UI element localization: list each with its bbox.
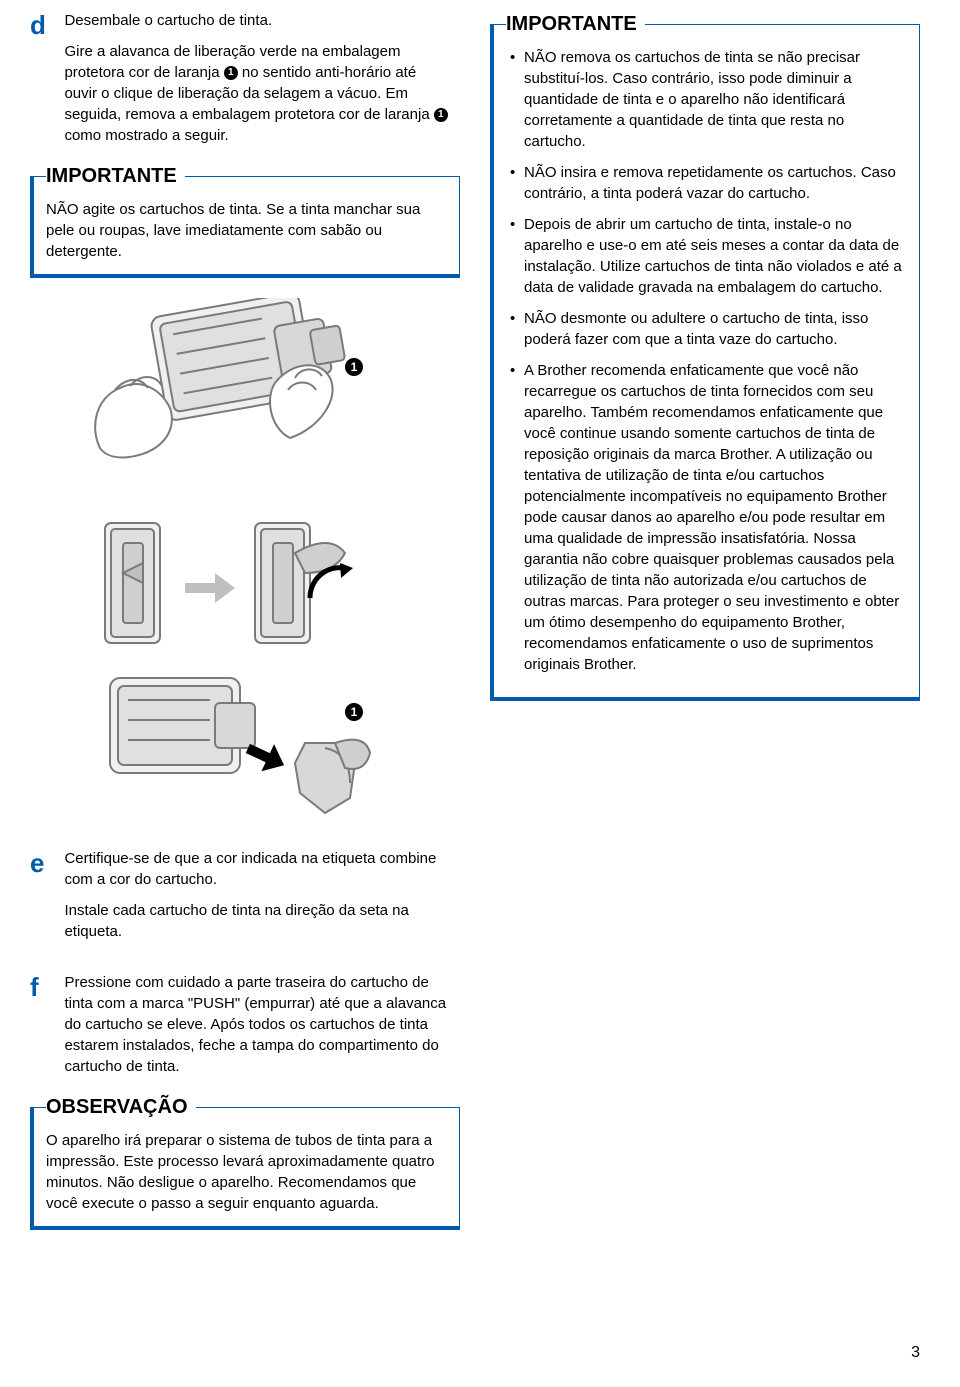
ref-num-icon: 1 xyxy=(224,66,238,80)
figure-callout-1b: 1 xyxy=(345,703,363,721)
step-e-text: Certifique-se de que a cor indicada na e… xyxy=(64,848,449,952)
step-letter-f: f xyxy=(30,972,60,1003)
page-number: 3 xyxy=(911,1344,920,1362)
step-f-p1: Pressione com cuidado a parte traseira d… xyxy=(64,972,449,1077)
cartridge-figure: 1 1 xyxy=(40,298,460,828)
observacao-title: OBSERVAÇÃO xyxy=(46,1096,196,1119)
observacao-box: OBSERVAÇÃO O aparelho irá preparar o sis… xyxy=(30,1107,460,1230)
step-d-text: Desembale o cartucho de tinta. Gire a al… xyxy=(64,10,449,156)
importante-list: NÃO remova os cartuchos de tinta se não … xyxy=(506,47,907,675)
importante-box-2: IMPORTANTE NÃO remova os cartuchos de ti… xyxy=(490,24,920,701)
observacao-body: O aparelho irá preparar o sistema de tub… xyxy=(46,1130,447,1214)
figure-callout-1a: 1 xyxy=(345,358,363,376)
importante-body-1: NÃO agite os cartuchos de tinta. Se a ti… xyxy=(46,199,447,262)
step-d-p2: Gire a alavanca de liberação verde na em… xyxy=(64,41,449,146)
step-letter-e: e xyxy=(30,848,60,879)
step-d: d Desembale o cartucho de tinta. Gire a … xyxy=(40,10,460,156)
list-item: NÃO remova os cartuchos de tinta se não … xyxy=(506,47,907,152)
step-f: f Pressione com cuidado a parte traseira… xyxy=(40,972,460,1087)
step-e-p1: Certifique-se de que a cor indicada na e… xyxy=(64,848,449,890)
step-f-text: Pressione com cuidado a parte traseira d… xyxy=(64,972,449,1087)
list-item: NÃO desmonte ou adultere o cartucho de t… xyxy=(506,308,907,350)
list-item: A Brother recomenda enfaticamente que vo… xyxy=(506,360,907,675)
importante-body-2: NÃO remova os cartuchos de tinta se não … xyxy=(506,47,907,675)
importante-box-1: IMPORTANTE NÃO agite os cartuchos de tin… xyxy=(30,176,460,278)
list-item: Depois de abrir um cartucho de tinta, in… xyxy=(506,214,907,298)
step-letter-d: d xyxy=(30,10,60,41)
step-d-p1: Desembale o cartucho de tinta. xyxy=(64,10,449,31)
list-item: NÃO insira e remova repetidamente os car… xyxy=(506,162,907,204)
ref-num-icon: 1 xyxy=(434,108,448,122)
step-e: e Certifique-se de que a cor indicada na… xyxy=(40,848,460,952)
step-e-p2: Instale cada cartucho de tinta na direçã… xyxy=(64,900,449,942)
importante-title-1: IMPORTANTE xyxy=(46,165,185,188)
importante-title-2: IMPORTANTE xyxy=(506,13,645,36)
